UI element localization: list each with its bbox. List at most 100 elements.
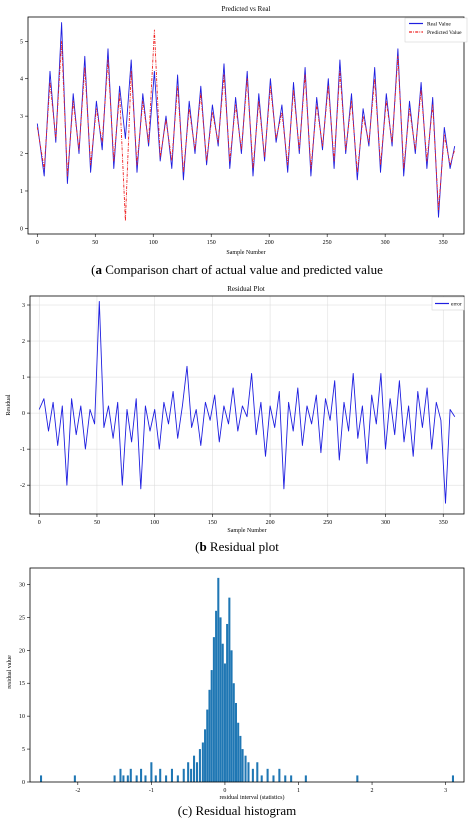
histogram-bar — [119, 768, 122, 782]
y-tick-label: 20 — [19, 648, 25, 654]
histogram-bar — [230, 650, 233, 782]
x-tick-label: 250 — [323, 520, 332, 526]
y-tick-label: 1 — [20, 189, 23, 195]
panel-a-chart: Predicted vs Real 0 50 100 150 200 250 300 350 … — [20, 5, 468, 256]
y-tick-label: 5 — [22, 747, 25, 753]
chart-a-x-axis-label: Sample Number — [226, 250, 265, 256]
histogram-bar — [284, 775, 287, 782]
caption-b: (b Residual plot — [195, 539, 279, 554]
chart-c-y-axis-label: residual value — [7, 655, 13, 689]
histogram-bar — [451, 775, 454, 782]
caption-a-text: Comparison chart of actual value and pre… — [102, 262, 383, 277]
x-tick-label: 3 — [444, 788, 447, 794]
chart-a-legend: Real Value Predicted Value — [404, 17, 468, 43]
histogram-bar — [122, 775, 125, 782]
y-tick-label: 0 — [22, 780, 25, 786]
histogram-bar — [278, 768, 281, 782]
panel-c-chart: -2 -1 0 1 2 3 0 5 10 15 20 25 30 residual interval … — [7, 567, 465, 801]
histogram-bar — [215, 610, 218, 782]
histogram-bar — [126, 775, 129, 782]
y-tick-label: 0 — [20, 226, 23, 232]
histogram-bar — [176, 775, 179, 782]
x-tick-label: 2 — [371, 788, 374, 794]
histogram-bar — [190, 768, 193, 782]
panel-b-chart: Residual Plot 0 50 100 150 200 250 300 350 -2 -1… — [6, 285, 465, 534]
legend-label-real: Real Value — [427, 22, 451, 28]
caption-a: (a Comparison chart of actual value and … — [91, 262, 383, 277]
x-tick-label: 300 — [381, 520, 390, 526]
histogram-bar — [251, 768, 254, 782]
x-tick-label: 50 — [92, 240, 98, 246]
caption-a-label: a — [95, 262, 103, 277]
chart-b-legend: error — [431, 296, 465, 311]
histogram-bar — [165, 775, 168, 782]
series-line-real-value — [36, 22, 456, 218]
histogram-bar — [234, 702, 237, 782]
legend-label-error: error — [451, 302, 462, 308]
y-tick-label: -1 — [20, 447, 25, 453]
y-tick-label: 3 — [20, 114, 23, 120]
histogram-bar — [219, 617, 222, 782]
histogram-bar — [187, 762, 190, 782]
histogram-bar — [241, 749, 244, 782]
histogram-bar — [206, 709, 209, 782]
x-tick-label: 0 — [38, 520, 41, 526]
histogram-bar — [210, 670, 213, 782]
histogram-bar — [140, 768, 143, 782]
x-tick-label: 1 — [297, 788, 300, 794]
x-tick-label: 100 — [149, 240, 158, 246]
histogram-bar — [40, 775, 43, 782]
x-tick-label: 50 — [94, 520, 100, 526]
caption-c-text: (c) Residual histogram — [177, 803, 297, 818]
chart-b-x-axis-label: Sample Number — [227, 528, 266, 534]
histogram-bar — [154, 775, 157, 782]
histogram-bar — [237, 722, 240, 782]
y-tick-label: 2 — [20, 152, 23, 158]
histogram-bar — [217, 577, 220, 782]
caption-c: (c) Residual histogram — [0, 803, 474, 818]
y-tick-label: -2 — [20, 483, 25, 489]
x-tick-label: 100 — [150, 520, 159, 526]
chart-c-plot-frame — [29, 567, 465, 783]
x-tick-label: 350 — [439, 520, 448, 526]
histogram-bar — [195, 762, 199, 782]
chart-b-title: Residual Plot — [227, 285, 265, 293]
histogram-bar — [159, 768, 162, 782]
y-tick-label: 5 — [20, 39, 23, 45]
series-line-error — [38, 300, 456, 504]
histogram-bar — [290, 775, 293, 782]
x-tick-label: -2 — [75, 788, 80, 794]
x-tick-label: -1 — [149, 788, 154, 794]
chart-b-y-axis-label: Residual — [6, 394, 12, 415]
histogram-bar — [223, 663, 226, 782]
y-tick-label: 0 — [22, 411, 25, 417]
chart-a-plot-frame — [27, 16, 465, 235]
caption-b-label: b — [199, 539, 207, 554]
chart-b-plot-frame — [29, 295, 465, 515]
x-tick-label: 250 — [323, 240, 332, 246]
x-tick-label: 300 — [381, 240, 390, 246]
histogram-bar — [198, 749, 201, 782]
histogram-bar — [226, 623, 229, 782]
histogram-bar — [204, 729, 207, 782]
histogram-bar — [144, 775, 147, 782]
histogram-bar — [135, 775, 138, 782]
y-tick-label: 15 — [19, 681, 25, 687]
x-tick-label: 200 — [266, 520, 275, 526]
y-tick-label: 30 — [19, 582, 25, 588]
histogram-bar — [244, 755, 247, 782]
x-tick-label: 350 — [439, 240, 448, 246]
y-tick-label: 4 — [20, 77, 23, 83]
histogram-bar — [193, 755, 196, 782]
histogram-bar — [170, 768, 173, 782]
y-tick-label: 3 — [22, 303, 25, 309]
legend-label-predicted: Predicted Value — [427, 30, 462, 36]
y-tick-label: 2 — [22, 339, 25, 345]
histogram-bar — [266, 768, 269, 782]
y-tick-label: 25 — [19, 615, 25, 621]
x-tick-label: 200 — [265, 240, 274, 246]
histogram-bar — [228, 597, 231, 782]
histogram-bar — [247, 762, 250, 782]
histogram-bar — [113, 775, 116, 782]
